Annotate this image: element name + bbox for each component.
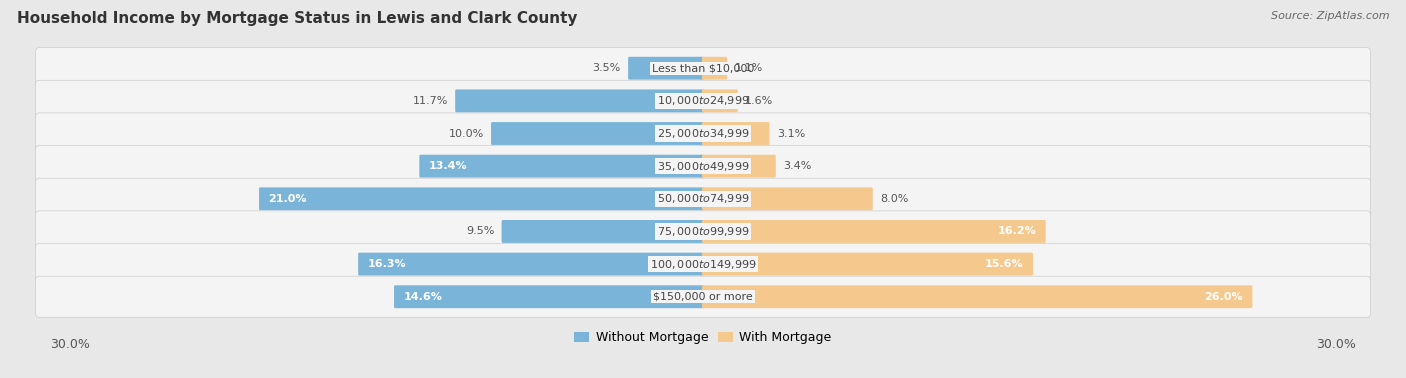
FancyBboxPatch shape bbox=[359, 253, 704, 276]
Text: 11.7%: 11.7% bbox=[412, 96, 449, 106]
Legend: Without Mortgage, With Mortgage: Without Mortgage, With Mortgage bbox=[569, 326, 837, 349]
Text: 10.0%: 10.0% bbox=[449, 129, 484, 138]
FancyBboxPatch shape bbox=[702, 122, 769, 145]
FancyBboxPatch shape bbox=[35, 178, 1371, 219]
FancyBboxPatch shape bbox=[35, 146, 1371, 187]
Text: 13.4%: 13.4% bbox=[429, 161, 467, 171]
FancyBboxPatch shape bbox=[35, 276, 1371, 317]
Text: 3.5%: 3.5% bbox=[592, 63, 621, 73]
Text: 16.2%: 16.2% bbox=[997, 226, 1036, 237]
Text: $100,000 to $149,999: $100,000 to $149,999 bbox=[650, 257, 756, 271]
FancyBboxPatch shape bbox=[456, 90, 704, 112]
Text: 3.1%: 3.1% bbox=[778, 129, 806, 138]
Text: 16.3%: 16.3% bbox=[368, 259, 406, 269]
Text: 3.4%: 3.4% bbox=[783, 161, 811, 171]
FancyBboxPatch shape bbox=[35, 80, 1371, 121]
FancyBboxPatch shape bbox=[35, 243, 1371, 285]
FancyBboxPatch shape bbox=[702, 155, 776, 178]
Text: $150,000 or more: $150,000 or more bbox=[654, 292, 752, 302]
FancyBboxPatch shape bbox=[702, 90, 738, 112]
Text: $35,000 to $49,999: $35,000 to $49,999 bbox=[657, 160, 749, 173]
FancyBboxPatch shape bbox=[491, 122, 704, 145]
FancyBboxPatch shape bbox=[35, 48, 1371, 89]
FancyBboxPatch shape bbox=[502, 220, 704, 243]
FancyBboxPatch shape bbox=[702, 220, 1046, 243]
FancyBboxPatch shape bbox=[35, 113, 1371, 154]
Text: $25,000 to $34,999: $25,000 to $34,999 bbox=[657, 127, 749, 140]
Text: Less than $10,000: Less than $10,000 bbox=[652, 63, 754, 73]
Text: 8.0%: 8.0% bbox=[880, 194, 908, 204]
Text: $75,000 to $99,999: $75,000 to $99,999 bbox=[657, 225, 749, 238]
FancyBboxPatch shape bbox=[702, 253, 1033, 276]
FancyBboxPatch shape bbox=[702, 187, 873, 210]
Text: 15.6%: 15.6% bbox=[986, 259, 1024, 269]
Text: 26.0%: 26.0% bbox=[1205, 292, 1243, 302]
Text: 1.1%: 1.1% bbox=[734, 63, 763, 73]
FancyBboxPatch shape bbox=[628, 57, 704, 80]
FancyBboxPatch shape bbox=[702, 57, 727, 80]
FancyBboxPatch shape bbox=[35, 211, 1371, 252]
Text: 9.5%: 9.5% bbox=[465, 226, 495, 237]
FancyBboxPatch shape bbox=[259, 187, 704, 210]
Text: Source: ZipAtlas.com: Source: ZipAtlas.com bbox=[1271, 11, 1389, 21]
Text: $10,000 to $24,999: $10,000 to $24,999 bbox=[657, 94, 749, 107]
Text: 14.6%: 14.6% bbox=[404, 292, 443, 302]
FancyBboxPatch shape bbox=[419, 155, 704, 178]
FancyBboxPatch shape bbox=[394, 285, 704, 308]
Text: 21.0%: 21.0% bbox=[269, 194, 307, 204]
FancyBboxPatch shape bbox=[702, 285, 1253, 308]
Text: $50,000 to $74,999: $50,000 to $74,999 bbox=[657, 192, 749, 205]
Text: 1.6%: 1.6% bbox=[745, 96, 773, 106]
Text: Household Income by Mortgage Status in Lewis and Clark County: Household Income by Mortgage Status in L… bbox=[17, 11, 578, 26]
